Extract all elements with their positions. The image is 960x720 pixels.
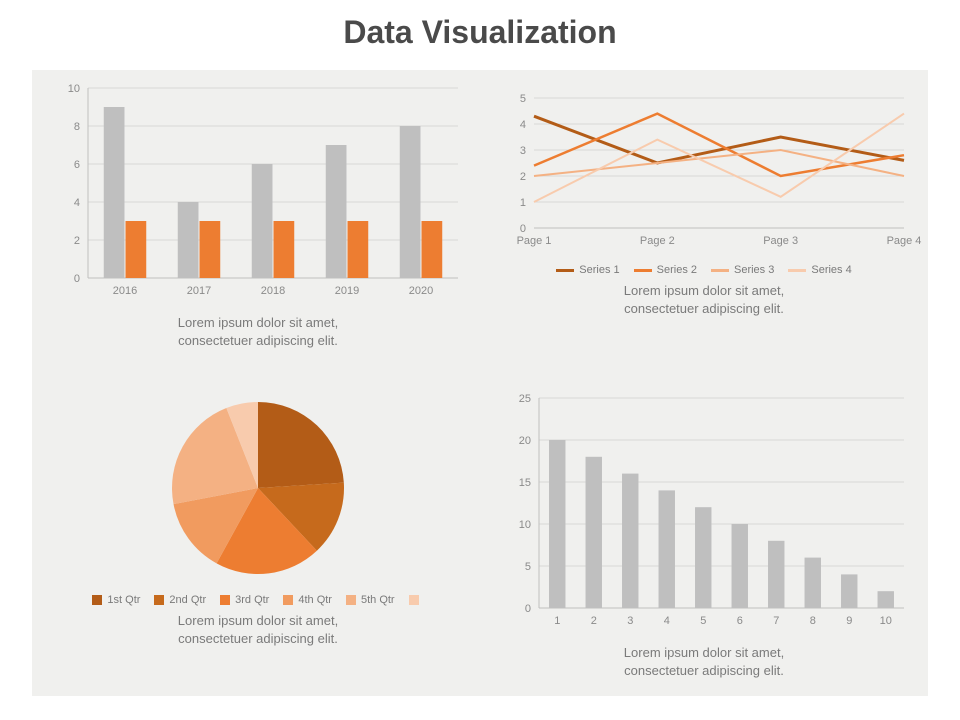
svg-text:7: 7 [773,615,779,627]
pie-chart-legend: 1st Qtr 2nd Qtr 3rd Qtr 4th Qtr 5th Qtr [38,594,478,606]
svg-text:2020: 2020 [409,285,433,297]
bar-chart-quadrant: 0 2 4 6 8 10 2016 2017 2018 2019 2020 Lorem ipsum … [38,78,478,378]
legend-item: 3rd Qtr [220,594,269,606]
legend-item: Series 4 [788,264,851,276]
pie-chart-caption: Lorem ipsum dolor sit amet,consectetuer … [38,612,478,647]
legend-item: 5th Qtr [346,594,395,606]
legend-item: Series 1 [556,264,619,276]
svg-text:2: 2 [591,615,597,627]
svg-text:5: 5 [700,615,706,627]
svg-text:Page 1: Page 1 [517,235,552,247]
page-title: Data Visualization [0,0,960,61]
svg-text:0: 0 [520,223,526,235]
svg-text:1: 1 [520,197,526,209]
legend-item: 1st Qtr [92,594,140,606]
svg-text:10: 10 [519,519,531,531]
histogram-chart: 0 5 10 15 20 25 1 2 3 4 5 6 7 8 9 10 [484,388,924,638]
svg-text:2017: 2017 [187,285,211,297]
svg-text:1: 1 [554,615,560,627]
svg-text:2016: 2016 [113,285,137,297]
svg-text:15: 15 [519,477,531,489]
svg-text:4: 4 [520,119,526,131]
legend-item [409,594,424,606]
svg-text:9: 9 [846,615,852,627]
svg-text:10: 10 [880,615,892,627]
svg-text:25: 25 [519,393,531,405]
line-chart: 0 1 2 3 4 5 Page 1 Page 2 Page 3 Page 4 [484,78,924,258]
svg-text:10: 10 [68,83,80,95]
svg-text:2: 2 [74,235,80,247]
chart-panel: 024681020162017201820192020 Lorem ipsum … [32,70,928,696]
svg-text:0: 0 [525,603,531,615]
svg-text:5: 5 [525,561,531,573]
svg-text:4: 4 [74,197,80,209]
svg-text:Page 3: Page 3 [763,235,798,247]
svg-text:0: 0 [74,273,80,285]
legend-item: Series 3 [711,264,774,276]
pie-chart-quadrant: 1st Qtr 2nd Qtr 3rd Qtr 4th Qtr 5th Qtr Lore… [38,388,478,688]
pie-chart [38,388,478,588]
svg-text:Page 2: Page 2 [640,235,675,247]
svg-text:20: 20 [519,435,531,447]
svg-text:2: 2 [520,171,526,183]
svg-text:6: 6 [74,159,80,171]
line-chart-legend: Series 1 Series 2 Series 3 Series 4 [484,264,924,276]
line-chart-quadrant: 012345Page 1Page 2Page 3Page 4 Series 1S… [484,78,924,378]
legend-item: Series 2 [634,264,697,276]
svg-text:3: 3 [627,615,633,627]
bar-chart: 0 2 4 6 8 10 2016 2017 2018 2019 2020 [38,78,478,308]
svg-text:3: 3 [520,145,526,157]
svg-text:4: 4 [664,615,670,627]
bar-chart-caption: Lorem ipsum dolor sit amet,consectetuer … [38,314,478,349]
svg-text:Page 4: Page 4 [887,235,922,247]
svg-text:6: 6 [737,615,743,627]
legend-item: 2nd Qtr [154,594,206,606]
svg-text:8: 8 [810,615,816,627]
svg-text:8: 8 [74,121,80,133]
histogram-quadrant: 0 5 10 15 20 25 1 2 3 4 5 6 7 8 9 10 Lorem ipsum dolor … [484,388,924,688]
histogram-caption: Lorem ipsum dolor sit amet,consectetuer … [484,644,924,679]
legend-item: 4th Qtr [283,594,332,606]
svg-text:2019: 2019 [335,285,359,297]
svg-text:5: 5 [520,93,526,105]
line-chart-caption: Lorem ipsum dolor sit amet,consectetuer … [484,282,924,317]
svg-text:2018: 2018 [261,285,285,297]
